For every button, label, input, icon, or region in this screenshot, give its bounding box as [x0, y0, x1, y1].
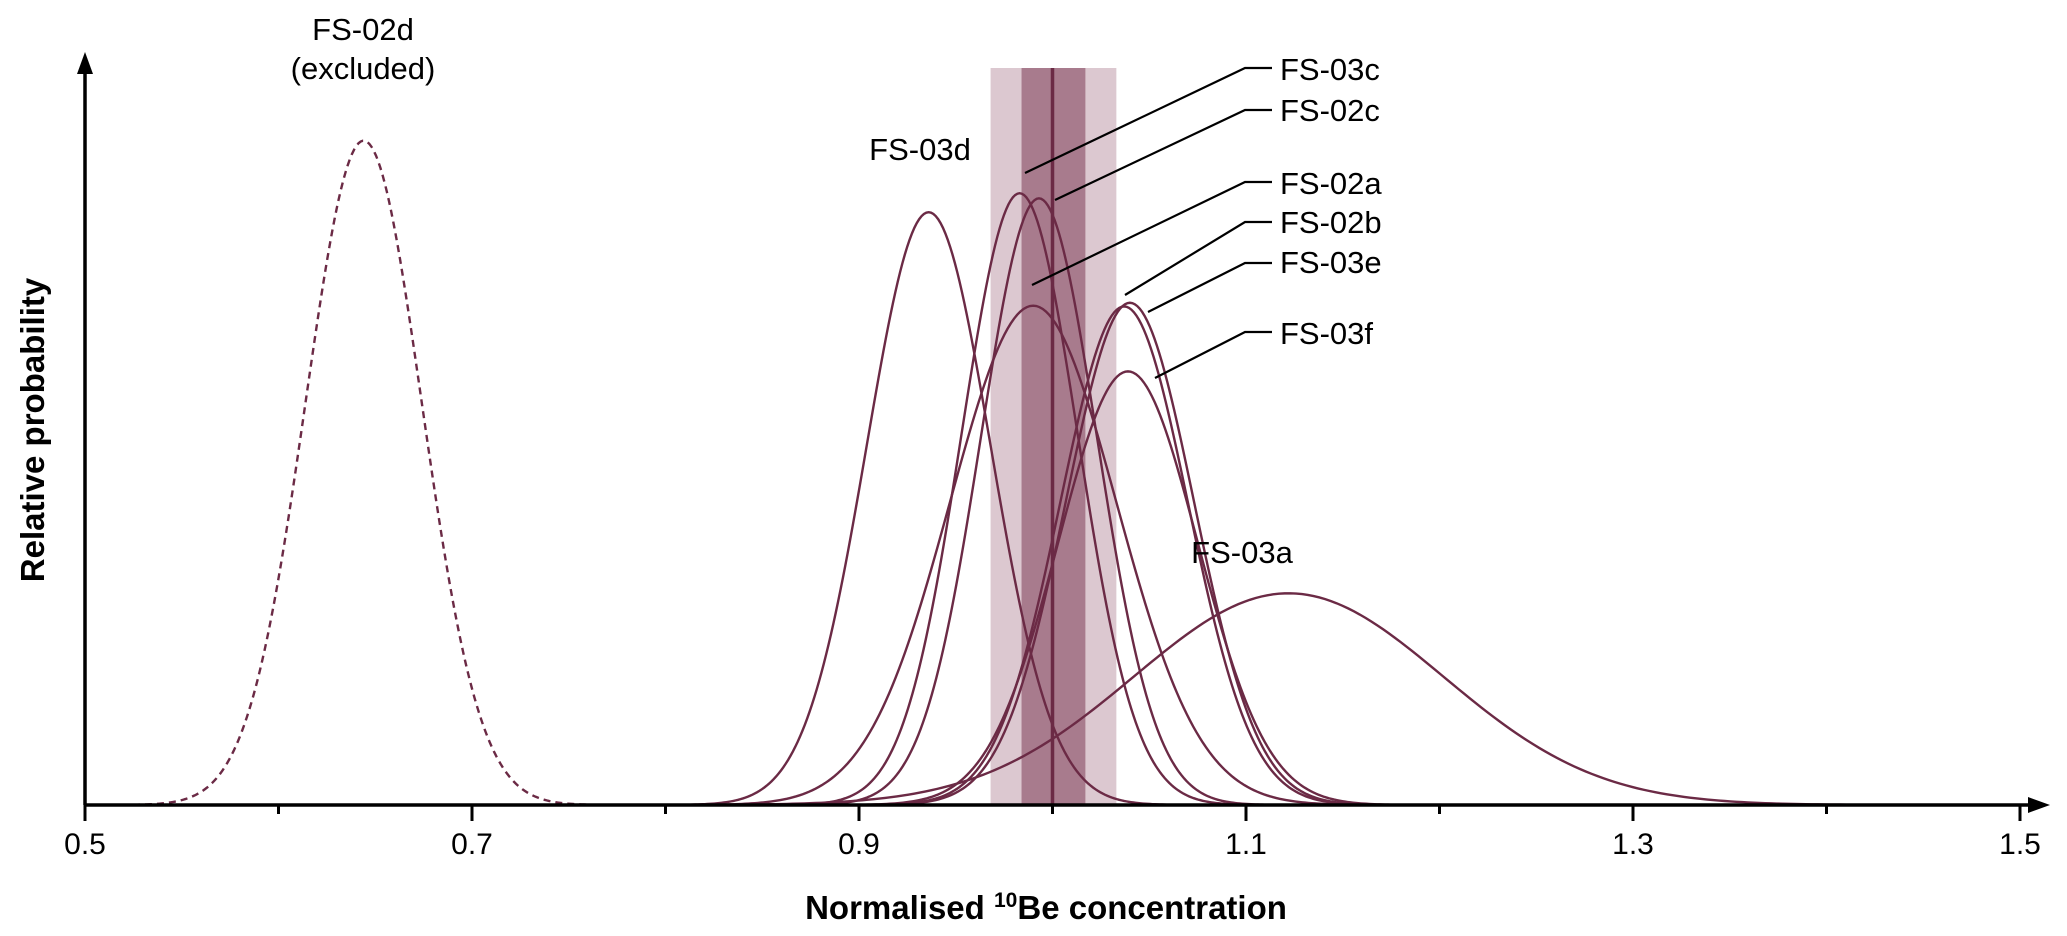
x-axis-title-superscript: 10 — [994, 889, 1017, 912]
sample-labels: FS-02d (excluded) FS-03d FS-03a FS-03c FS-02c… — [291, 12, 1383, 570]
curve-fs-03d — [619, 211, 1239, 807]
x-tick-label: 1.5 — [1999, 828, 2041, 861]
axis-titles: Normalised 10Be concentration Relative pr… — [14, 277, 1287, 926]
x-tick-label: 1.1 — [1225, 828, 1267, 861]
y-axis-title: Relative probability — [14, 277, 51, 582]
leader-line-fs-02b — [1124, 220, 1272, 296]
label-fs-02d: FS-02d — [312, 12, 414, 47]
label-fs-03c: FS-03c — [1280, 52, 1380, 87]
label-fs-02b: FS-02b — [1280, 205, 1382, 240]
x-tick-label: 0.7 — [451, 828, 493, 861]
leader-line-fs-02a — [1031, 180, 1272, 286]
x-axis-arrowhead — [2028, 797, 2050, 813]
leader-line-fs-02c — [1054, 108, 1272, 201]
label-fs-02a: FS-02a — [1280, 166, 1382, 201]
x-tick-label: 1.3 — [1612, 828, 1654, 861]
leader-line-fs-03e — [1147, 261, 1272, 313]
leader-line-fs-03c — [1024, 66, 1272, 174]
x-axis-title-tail: Be concentration — [1017, 889, 1287, 926]
y-axis-arrowhead — [77, 52, 93, 74]
curve-fs-02d — [85, 139, 654, 807]
label-fs-02c: FS-02c — [1280, 93, 1380, 128]
label-fs-03a: FS-03a — [1191, 535, 1293, 570]
x-tick-label: 0.9 — [838, 828, 880, 861]
curve-fs-03f — [779, 370, 1477, 807]
leader-line-fs-03f — [1154, 330, 1272, 379]
label-fs-02d-line2: (excluded) — [291, 51, 436, 86]
label-fs-03e: FS-03e — [1280, 245, 1382, 280]
curve-fs-03a — [514, 592, 2020, 807]
axes: 0.5 0.7 0.9 1.1 1.3 1.5 — [64, 52, 2050, 861]
curve-fs-03e — [810, 301, 1450, 807]
label-fs-03f: FS-03f — [1280, 316, 1373, 351]
label-fs-03d: FS-03d — [869, 132, 971, 167]
x-axis-title-main: Normalised — [805, 889, 994, 926]
x-tick-label: 0.5 — [64, 828, 106, 861]
x-axis-title: Normalised 10Be concentration — [805, 889, 1287, 926]
curve-fs-02a — [617, 304, 1450, 807]
